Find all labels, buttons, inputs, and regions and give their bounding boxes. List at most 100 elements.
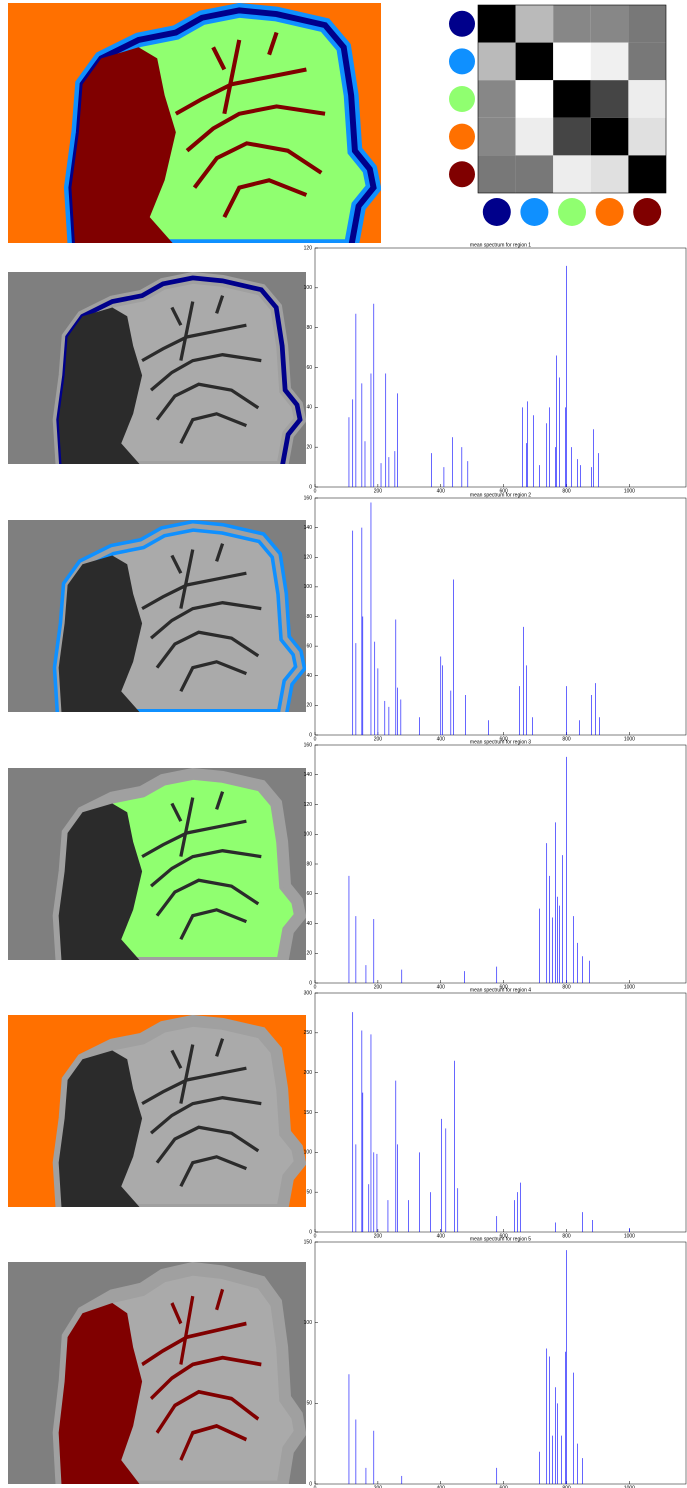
y-tick-label: 80 — [306, 614, 312, 620]
matrix-cell — [553, 80, 591, 118]
plot-frame — [314, 497, 687, 736]
x-tick-label: 200 — [374, 984, 383, 990]
y-tick-label: 60 — [306, 365, 312, 371]
y-tick-label: 40 — [306, 921, 312, 927]
x-tick-label: 0 — [314, 1485, 317, 1488]
vein — [179, 1155, 248, 1188]
y-tick-label: 20 — [306, 951, 312, 957]
x-tick-label: 1000 — [624, 1233, 635, 1239]
y-tick-label: 100 — [304, 285, 313, 291]
vein — [170, 554, 183, 574]
matrix-cell — [590, 80, 629, 118]
y-tick-label: 40 — [306, 405, 312, 411]
vein — [215, 543, 225, 562]
row-swatch — [449, 123, 475, 150]
vein — [185, 104, 326, 153]
matrix-cell — [515, 5, 554, 43]
x-tick-label: 600 — [499, 984, 508, 990]
y-tick-label: 120 — [304, 245, 313, 251]
matrix-cell — [515, 117, 554, 156]
vein — [179, 301, 195, 361]
matrix-cell — [478, 155, 516, 193]
chart-title: mean spectrum for region 5 — [470, 1236, 531, 1242]
vein — [192, 141, 323, 189]
vein — [179, 908, 248, 941]
y-tick-label: 100 — [304, 1150, 313, 1156]
x-tick-label: 0 — [314, 488, 317, 494]
y-tick-label: 300 — [304, 990, 313, 996]
x-tick-label: 200 — [374, 736, 383, 742]
y-tick-label: 150 — [304, 1110, 313, 1116]
vein — [149, 849, 262, 888]
matrix-cell — [553, 155, 591, 193]
y-tick-label: 80 — [306, 861, 312, 867]
vein — [179, 1295, 195, 1365]
y-tick-label: 100 — [304, 1320, 313, 1326]
matrix-cell — [515, 42, 554, 81]
plot-frame — [314, 992, 687, 1233]
x-tick-label: 400 — [437, 736, 446, 742]
inner-ring — [56, 1266, 303, 1484]
left-region — [71, 47, 176, 243]
x-tick-label: 600 — [499, 736, 508, 742]
left-region — [58, 555, 143, 712]
column-swatch — [520, 198, 549, 226]
x-tick-label: 400 — [437, 1485, 446, 1488]
y-tick-label: 80 — [306, 325, 312, 331]
chart-title: mean spectrum for region 2 — [470, 492, 531, 498]
y-tick-label: 150 — [304, 1239, 313, 1245]
row-swatch — [449, 48, 475, 75]
x-tick-label: 600 — [499, 488, 508, 494]
x-tick-label: 600 — [499, 1233, 508, 1239]
x-tick-label: 200 — [374, 1485, 383, 1488]
vein — [222, 39, 242, 115]
y-tick-label: 20 — [306, 703, 312, 709]
left-region — [58, 307, 143, 464]
vein — [215, 791, 225, 810]
left-region — [58, 1302, 143, 1484]
y-tick-label: 0 — [309, 732, 312, 738]
x-tick-label: 1000 — [624, 1485, 635, 1488]
row-swatch — [449, 161, 475, 188]
y-tick-label: 100 — [304, 832, 313, 838]
x-tick-label: 0 — [314, 1233, 317, 1239]
matrix-cell — [628, 42, 666, 81]
segmentation-image — [8, 1262, 306, 1484]
left-region — [58, 1050, 143, 1207]
y-tick-label: 250 — [304, 1030, 313, 1036]
vein — [215, 1038, 225, 1057]
vein — [179, 549, 195, 609]
x-tick-label: 400 — [437, 984, 446, 990]
row-swatch — [449, 86, 475, 112]
vein — [149, 601, 262, 640]
plot-frame — [314, 1241, 687, 1485]
vein — [149, 353, 262, 392]
y-tick-label: 50 — [306, 1401, 312, 1407]
y-tick-label: 0 — [309, 1481, 312, 1487]
y-tick-label: 40 — [306, 673, 312, 679]
y-tick-label: 120 — [304, 555, 313, 561]
y-tick-label: 100 — [304, 584, 313, 590]
vein — [215, 1288, 225, 1311]
matrix-cell — [478, 5, 516, 43]
vein — [211, 46, 227, 71]
segmentation-image — [8, 768, 306, 960]
vein — [222, 178, 308, 219]
matrix-cell — [553, 5, 591, 43]
y-tick-label: 120 — [304, 802, 313, 808]
vein — [179, 1423, 248, 1461]
vein — [179, 797, 195, 857]
vein — [179, 660, 248, 693]
plot-frame — [314, 247, 687, 488]
vein — [267, 31, 279, 56]
matrix-cell — [628, 117, 666, 156]
y-tick-label: 160 — [304, 495, 313, 501]
matrix-frame — [477, 4, 667, 194]
chart-title: mean spectrum for region 1 — [470, 242, 531, 248]
y-tick-label: 160 — [304, 742, 313, 748]
matrix-cell — [590, 42, 629, 81]
vein — [215, 295, 225, 314]
row-swatch — [449, 10, 475, 37]
vein — [170, 802, 183, 822]
vein — [155, 630, 260, 669]
